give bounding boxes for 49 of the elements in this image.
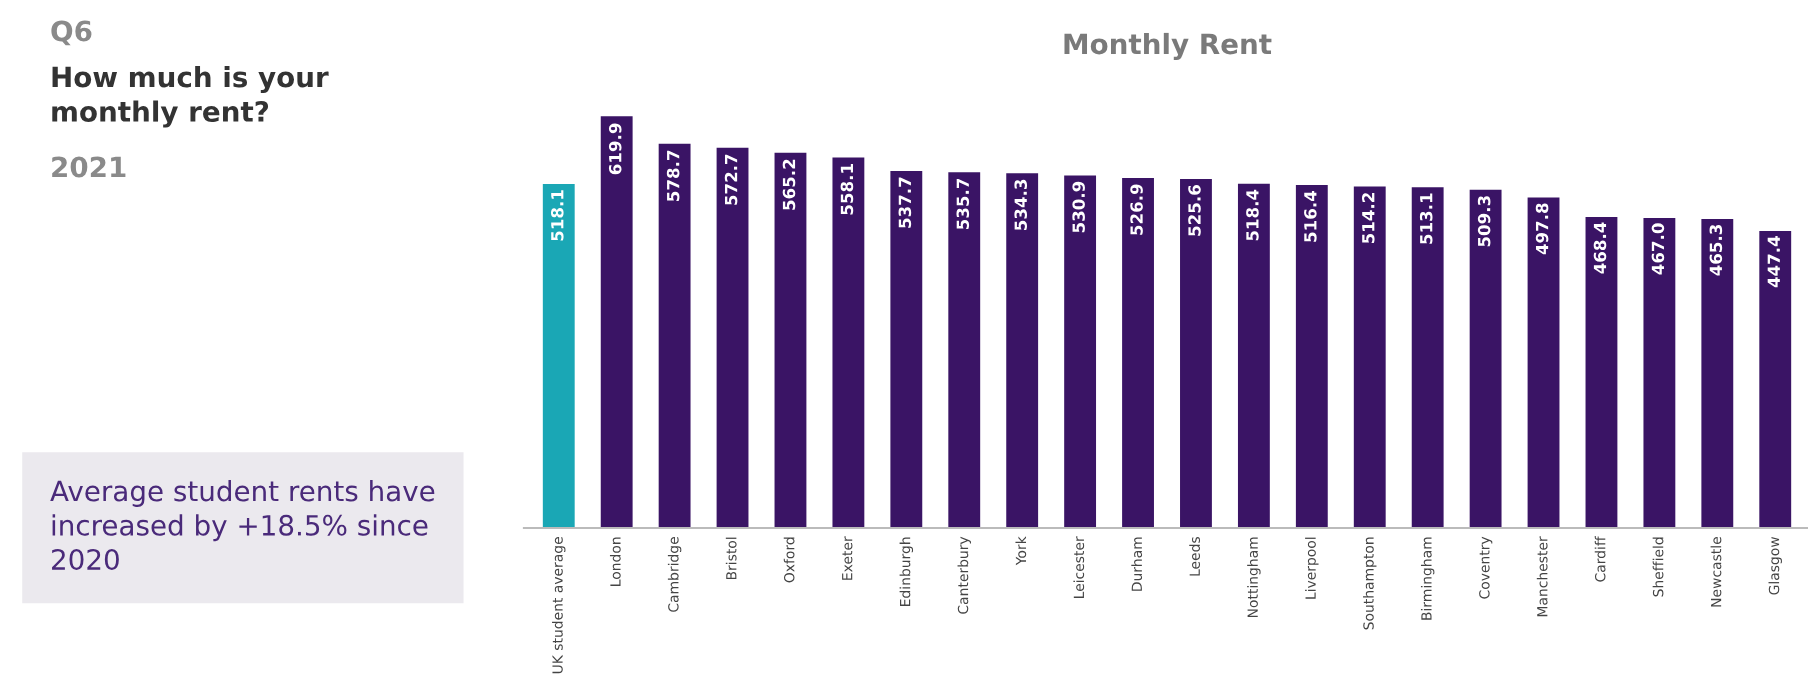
bar: [542, 183, 575, 528]
data-label: 513.1: [1419, 193, 1433, 244]
data-label: 558.1: [840, 164, 854, 215]
data-label: 467.0: [1651, 223, 1665, 275]
data-label: 518.4: [1246, 189, 1259, 241]
bar: [658, 143, 691, 528]
bar: [1295, 185, 1328, 528]
data-label: 497.8: [1535, 203, 1549, 255]
data-label: 565.2: [782, 159, 796, 210]
bar: [1759, 230, 1792, 528]
data-label: 518.1: [550, 190, 564, 241]
bar: [1353, 186, 1386, 528]
bar: [890, 170, 923, 528]
text: Average student rents have increased by +18.5% since 2020: [50, 480, 435, 571]
bar: [1180, 178, 1212, 528]
data-label: 468.4: [1593, 222, 1607, 274]
bar: [1585, 216, 1618, 528]
chart-title: Monthly Rent: [1064, 32, 1272, 60]
data-label: 572.7: [724, 154, 738, 205]
data-label: 534.3: [1014, 179, 1028, 230]
data-label: 535.7: [956, 178, 970, 230]
bar: [1064, 175, 1097, 528]
data-label: 447.4: [1767, 236, 1780, 288]
bar: [948, 172, 981, 528]
bar: [1701, 219, 1734, 528]
bar: [1237, 183, 1270, 528]
data-label: 514.2: [1361, 193, 1375, 244]
text: How much is your monthly rent?: [52, 66, 329, 128]
text: 2021: [52, 156, 126, 178]
text: Q6: [51, 20, 92, 46]
data-label: 619.9: [608, 123, 622, 175]
data-label: 537.7: [898, 177, 912, 228]
data-label: 516.4: [1304, 190, 1317, 242]
bar: [1527, 197, 1560, 528]
bar: [1006, 173, 1039, 528]
bar: [1643, 217, 1676, 528]
bar: [600, 116, 633, 528]
data-label: 526.9: [1130, 184, 1143, 235]
bar: [774, 152, 807, 528]
data-label: 509.3: [1477, 196, 1491, 247]
data-label: 578.7: [666, 150, 680, 201]
bar: [832, 157, 865, 528]
bar: [1469, 189, 1502, 528]
bar: [1122, 178, 1154, 528]
data-label: 525.6: [1188, 185, 1201, 236]
data-label: 465.3: [1709, 224, 1723, 276]
bar: [1411, 187, 1444, 528]
data-label: 530.9: [1072, 181, 1085, 233]
bar: [716, 147, 749, 528]
